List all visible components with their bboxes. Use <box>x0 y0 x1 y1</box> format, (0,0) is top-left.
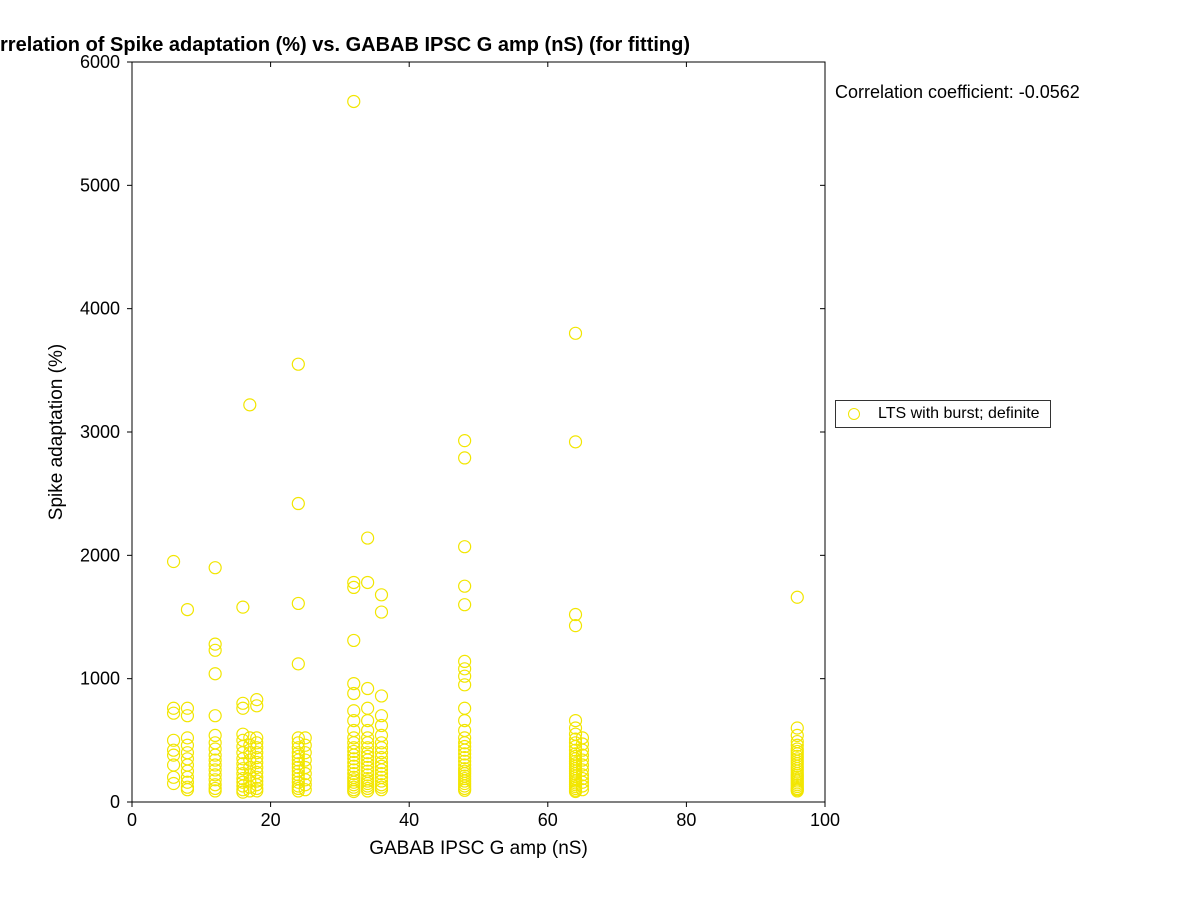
correlation-annotation: Correlation coefficient: -0.0562 <box>835 82 1080 103</box>
svg-text:Spike adaptation (%): Spike adaptation (%) <box>46 344 67 520</box>
svg-text:4000: 4000 <box>80 299 120 319</box>
svg-text:60: 60 <box>538 810 558 830</box>
scatter-plot: 0204060801000100020003000400050006000GAB… <box>0 0 1200 900</box>
svg-text:3000: 3000 <box>80 422 120 442</box>
svg-text:20: 20 <box>261 810 281 830</box>
svg-text:100: 100 <box>810 810 840 830</box>
svg-text:0: 0 <box>110 792 120 812</box>
svg-text:0: 0 <box>127 810 137 830</box>
svg-text:40: 40 <box>399 810 419 830</box>
svg-text:5000: 5000 <box>80 175 120 195</box>
legend: LTS with burst; definite <box>835 400 1051 428</box>
legend-marker-icon <box>848 408 860 420</box>
svg-text:GABAB IPSC G amp (nS): GABAB IPSC G amp (nS) <box>369 838 588 859</box>
svg-text:2000: 2000 <box>80 545 120 565</box>
svg-text:1000: 1000 <box>80 669 120 689</box>
chart-title: rrelation of Spike adaptation (%) vs. GA… <box>0 34 690 57</box>
chart-container: rrelation of Spike adaptation (%) vs. GA… <box>0 0 1200 900</box>
legend-label: LTS with burst; definite <box>878 405 1040 423</box>
svg-text:80: 80 <box>676 810 696 830</box>
